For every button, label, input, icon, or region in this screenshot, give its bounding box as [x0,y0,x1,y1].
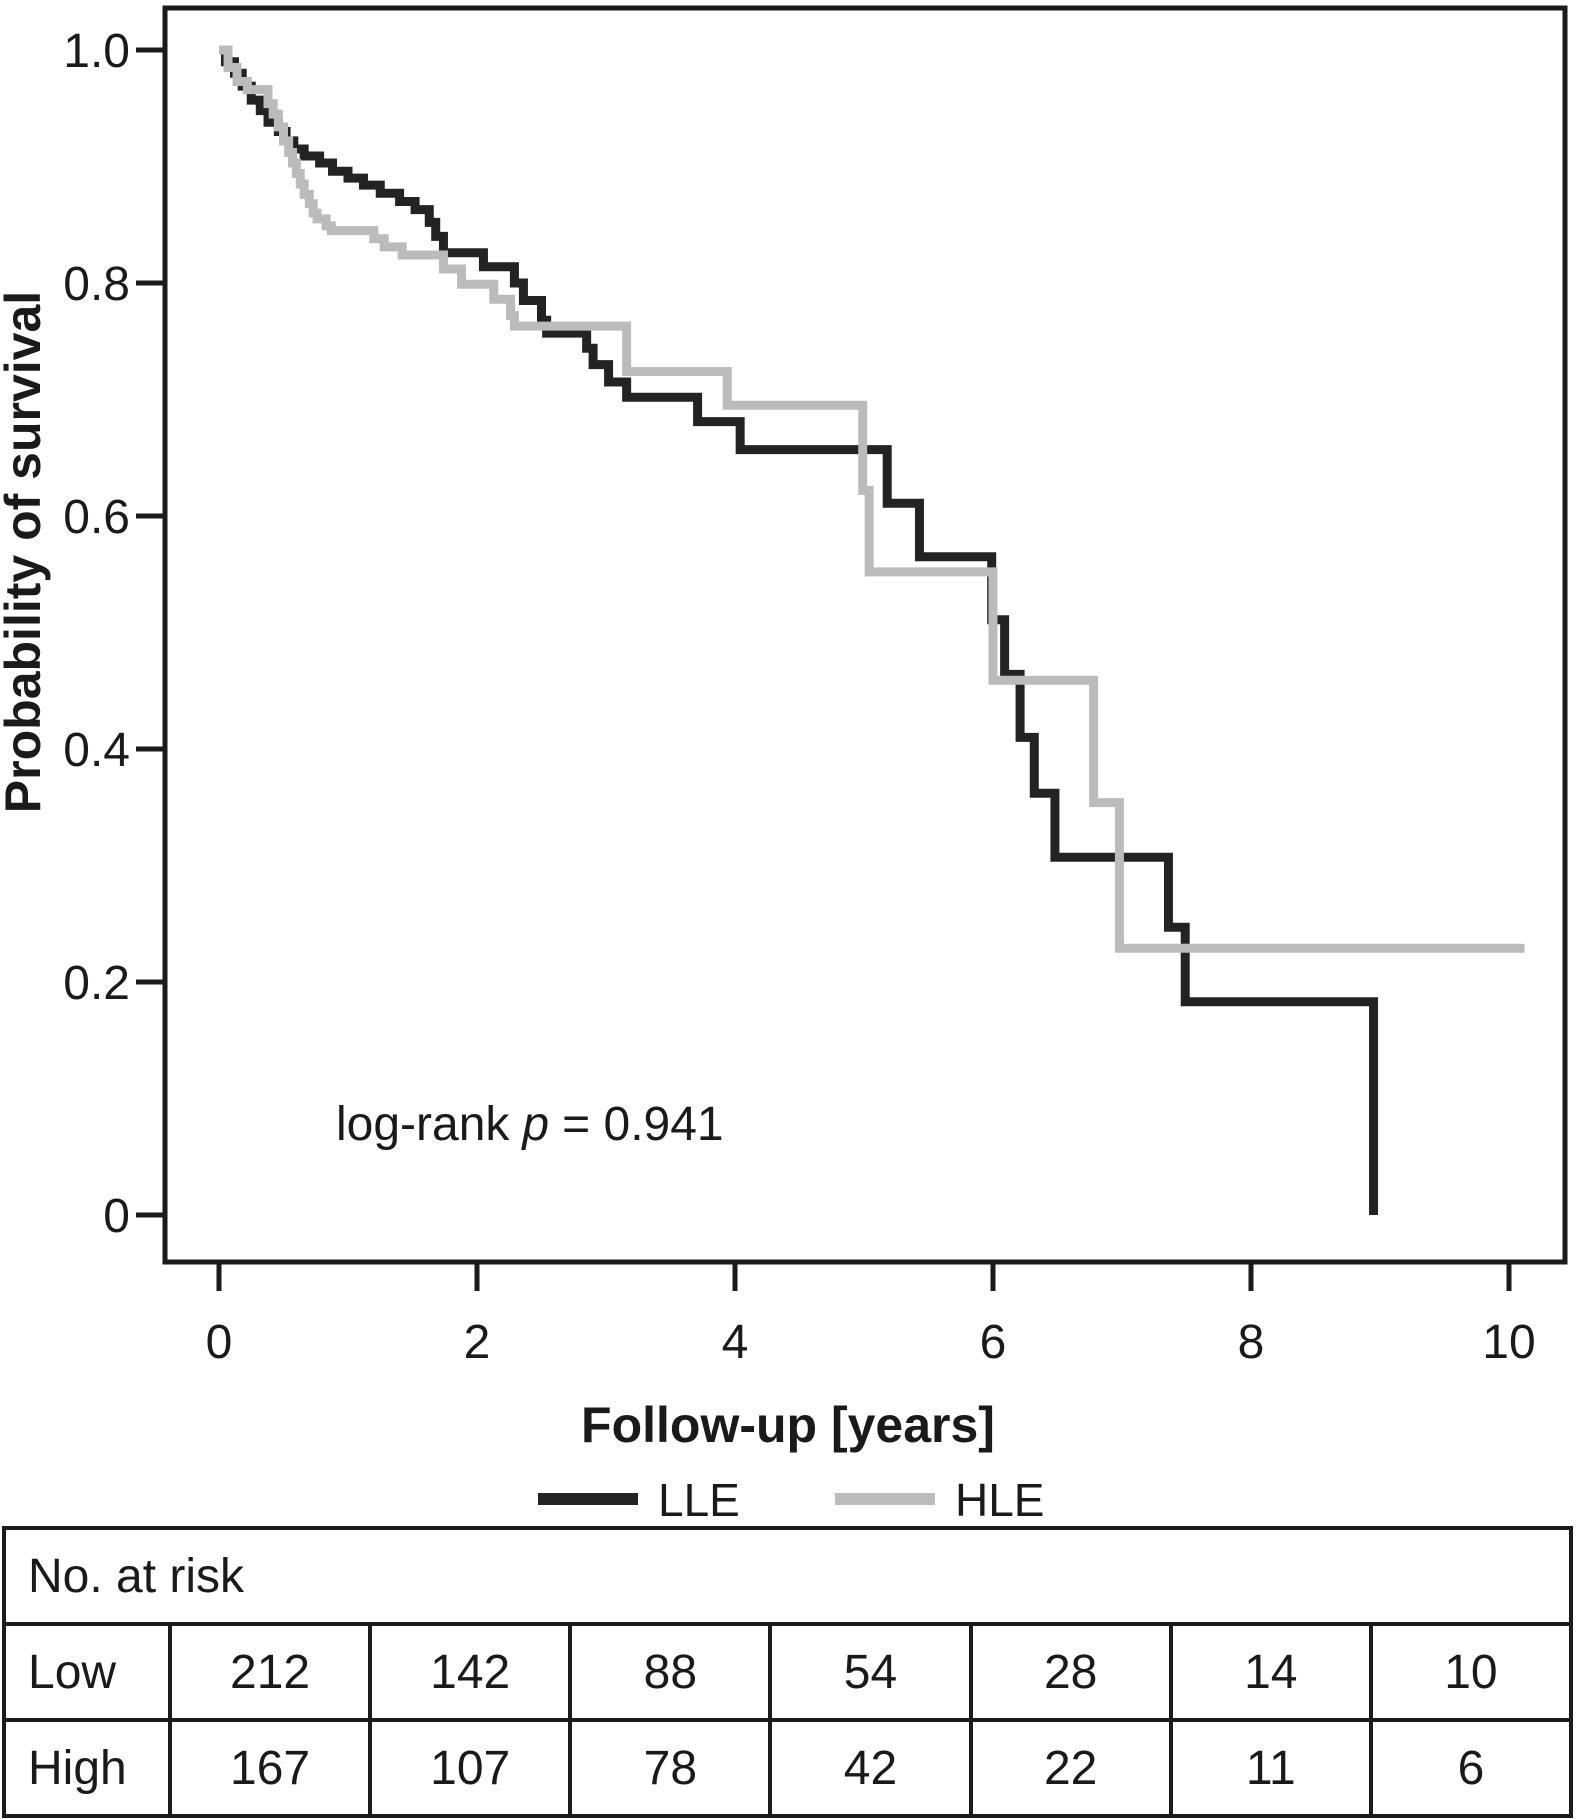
y-tick-label: 0.4 [63,724,130,777]
survival-chart: 1.0 0.8 0.6 0.4 0.2 0 0 2 4 6 8 10 Probability of … [0,5,1568,1524]
plot-border [162,5,1568,1265]
risk-value: 22 [968,1718,1173,1818]
x-axis: 0 2 4 6 8 10 [206,1262,1536,1369]
risk-table-row-high: High 167 107 78 42 22 11 6 [2,1718,1574,1818]
y-axis-label: Probability of survival [0,291,51,813]
annotation-value: = 0.941 [562,1098,723,1151]
y-axis: 1.0 0.8 0.6 0.4 0.2 0 [63,25,165,1243]
number-at-risk-table: No. at risk Low 212 142 88 54 28 14 10 H… [2,1526,1574,1818]
risk-value: 14 [1168,1622,1373,1722]
risk-value: 212 [167,1622,373,1722]
risk-value: 28 [968,1622,1173,1722]
risk-value: 54 [768,1622,973,1722]
annotation-prefix: log-rank [336,1098,510,1151]
annotation-p-symbol: p [520,1098,549,1151]
x-tick-label: 8 [1238,1316,1265,1369]
row-label-low: Low [2,1622,172,1722]
y-tick-label: 1.0 [63,25,130,78]
risk-value: 167 [167,1718,373,1818]
risk-value: 6 [1368,1718,1574,1818]
x-tick-label: 0 [206,1316,233,1369]
risk-value: 42 [768,1718,973,1818]
risk-value: 142 [368,1622,573,1722]
legend-label-lle: LLE [658,1474,740,1524]
y-tick-label: 0.6 [63,491,130,544]
survival-curve-lle [219,45,1379,1215]
row-label-high: High [2,1718,172,1818]
x-tick-label: 10 [1482,1316,1535,1369]
survival-curve-hle [219,45,1525,953]
risk-value: 10 [1368,1622,1574,1722]
risk-table-row-low: Low 212 142 88 54 28 14 10 [2,1622,1574,1722]
x-axis-label: Follow-up [years] [581,1397,995,1453]
survival-curves [219,45,1525,1215]
x-tick-label: 6 [980,1316,1007,1369]
risk-value: 11 [1168,1718,1373,1818]
risk-value: 107 [368,1718,573,1818]
y-tick-label: 0.8 [63,258,130,311]
x-tick-label: 4 [722,1316,749,1369]
legend: LLE HLE [538,1474,1044,1524]
risk-table-title: No. at risk [2,1526,1573,1626]
risk-value: 78 [568,1718,773,1818]
legend-label-hle: HLE [955,1474,1044,1524]
x-tick-label: 2 [464,1316,491,1369]
risk-table-header-row: No. at risk [2,1526,1573,1626]
y-tick-label: 0.2 [63,957,130,1010]
log-rank-annotation: log-rank p = 0.941 [336,1098,724,1151]
y-tick-label: 0 [103,1190,130,1243]
risk-value: 88 [568,1622,773,1722]
